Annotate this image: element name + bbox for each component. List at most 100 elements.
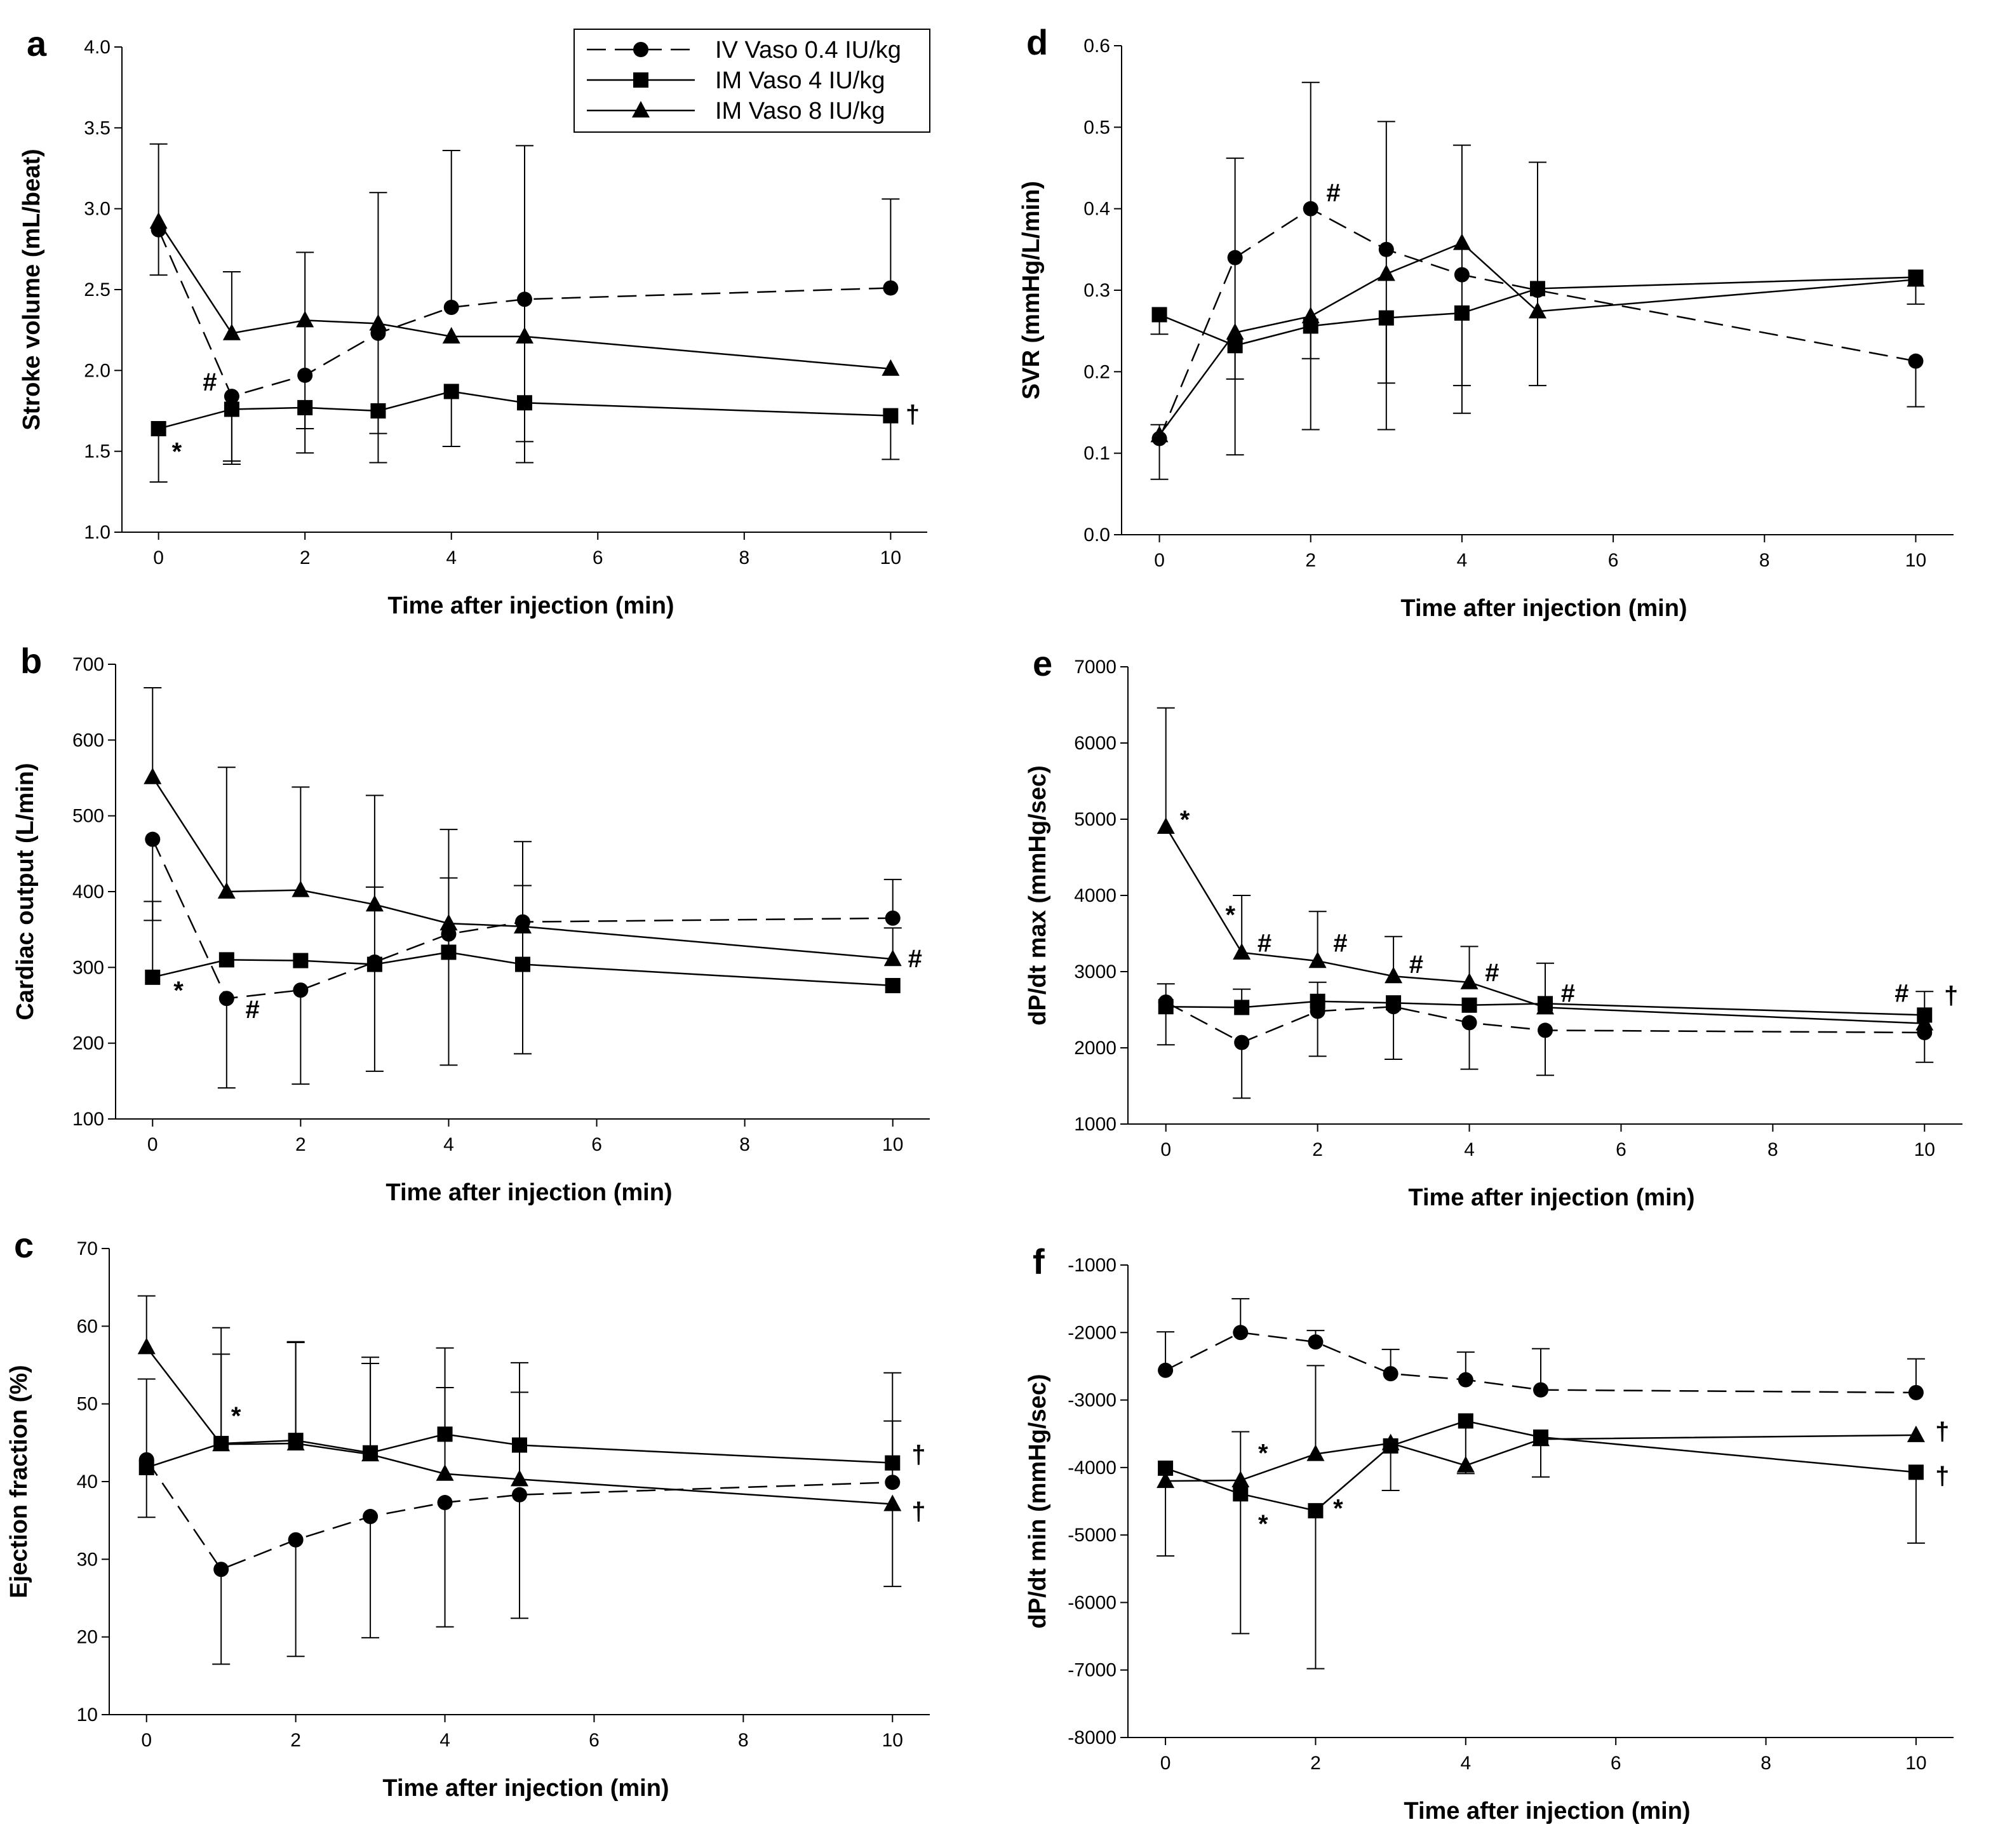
significance-mark: # bbox=[908, 945, 922, 973]
legend-label: IV Vaso 0.4 IU/kg bbox=[715, 37, 901, 64]
x-tick-label: 4 bbox=[1460, 1753, 1471, 1774]
significance-mark: * bbox=[1258, 1439, 1268, 1467]
x-axis-title: Time after injection (min) bbox=[382, 1775, 669, 1802]
x-tick-label: 10 bbox=[1905, 550, 1926, 571]
x-tick-label: 2 bbox=[1312, 1139, 1323, 1160]
data-point bbox=[292, 880, 310, 897]
data-point bbox=[1454, 267, 1470, 283]
y-tick-label: 300 bbox=[72, 957, 104, 978]
y-tick-label: -6000 bbox=[1068, 1592, 1117, 1613]
data-point bbox=[144, 767, 162, 784]
significance-mark: * bbox=[1180, 806, 1190, 834]
data-point bbox=[443, 300, 459, 316]
data-point bbox=[151, 421, 166, 437]
y-tick-label: 2000 bbox=[1074, 1038, 1117, 1059]
data-point bbox=[296, 311, 314, 328]
y-tick-label: -4000 bbox=[1068, 1457, 1117, 1478]
data-point bbox=[1915, 1014, 1934, 1031]
y-tick-label: -1000 bbox=[1068, 1255, 1117, 1276]
data-point bbox=[366, 956, 382, 972]
x-tick-label: 6 bbox=[591, 1134, 602, 1155]
y-tick-label: 200 bbox=[72, 1033, 104, 1054]
data-point bbox=[517, 395, 532, 411]
y-tick-label: 7000 bbox=[1074, 657, 1117, 678]
x-axis-title: Time after injection (min) bbox=[1408, 1184, 1694, 1211]
data-point bbox=[437, 1495, 453, 1511]
data-point bbox=[1532, 1430, 1550, 1447]
data-point bbox=[1150, 425, 1169, 443]
data-point bbox=[1377, 264, 1395, 281]
y-tick-label: 4000 bbox=[1074, 885, 1117, 906]
data-point bbox=[137, 1337, 156, 1355]
data-point bbox=[1381, 1433, 1400, 1450]
data-point bbox=[514, 916, 532, 934]
data-point bbox=[1908, 1464, 1924, 1480]
y-axis-title: Ejection fraction (%) bbox=[6, 1365, 32, 1598]
data-point bbox=[1385, 967, 1403, 984]
x-tick-label: 10 bbox=[882, 1134, 903, 1155]
x-tick-label: 2 bbox=[1305, 550, 1316, 571]
series-triangle bbox=[1157, 1365, 1925, 1489]
y-tick-label: 1000 bbox=[1074, 1114, 1117, 1135]
legend-label: IM Vaso 8 IU/kg bbox=[715, 98, 885, 124]
legend-marker bbox=[633, 42, 648, 57]
data-point bbox=[883, 408, 899, 424]
data-point bbox=[1454, 305, 1470, 321]
series-triangle bbox=[1150, 233, 1925, 443]
data-point bbox=[1386, 995, 1402, 1011]
data-point bbox=[885, 1475, 901, 1490]
legend-label: IM Vaso 4 IU/kg bbox=[715, 67, 885, 94]
x-axis-title: Time after injection (min) bbox=[1400, 595, 1687, 622]
x-tick-label: 8 bbox=[739, 547, 749, 568]
data-point bbox=[138, 1459, 154, 1475]
data-point bbox=[217, 882, 236, 899]
y-tick-label: -8000 bbox=[1068, 1727, 1117, 1748]
x-tick-label: 0 bbox=[1160, 1753, 1171, 1774]
x-axis-title: Time after injection (min) bbox=[386, 1179, 672, 1206]
y-tick-label: 3000 bbox=[1074, 961, 1117, 982]
data-point bbox=[436, 1464, 454, 1481]
data-point bbox=[517, 291, 532, 307]
data-point bbox=[441, 944, 457, 960]
data-point bbox=[1234, 1000, 1250, 1015]
series-square bbox=[144, 877, 901, 1055]
significance-mark: # bbox=[245, 996, 259, 1024]
data-point bbox=[1151, 307, 1167, 323]
data-point bbox=[1907, 270, 1925, 287]
data-point bbox=[1306, 1444, 1325, 1461]
data-point bbox=[885, 977, 901, 993]
panel-letter: c bbox=[14, 1225, 34, 1265]
data-point bbox=[1460, 972, 1479, 989]
chart-panel-d: 0.0 0.1 0.2 0.3 0.4 0.5 0.6 0 2 4 6 8 10 Time after i… bbox=[1018, 22, 1954, 622]
significance-mark: * bbox=[231, 1402, 241, 1430]
significance-mark: * bbox=[1333, 1495, 1343, 1523]
series-square bbox=[1157, 1413, 1925, 1670]
y-tick-label: 6000 bbox=[1074, 733, 1117, 754]
data-point bbox=[365, 895, 384, 912]
y-tick-label: -5000 bbox=[1068, 1525, 1117, 1546]
y-tick-label: 40 bbox=[77, 1471, 98, 1492]
x-tick-label: 2 bbox=[290, 1730, 301, 1751]
y-tick-label: 0.5 bbox=[1083, 117, 1110, 138]
x-tick-label: 4 bbox=[1457, 550, 1468, 571]
y-axis-title: SVR (mmHg/L/min) bbox=[1018, 181, 1045, 399]
significance-mark: * bbox=[1258, 1510, 1268, 1538]
chart-panel-f: -8000 -7000 -6000 -5000 -4000 -3000 -2000 -1000… bbox=[1024, 1242, 1954, 1825]
data-point bbox=[883, 1494, 902, 1511]
y-tick-label: 60 bbox=[77, 1316, 98, 1337]
data-point bbox=[293, 982, 309, 998]
x-tick-label: 10 bbox=[1905, 1753, 1926, 1774]
data-point bbox=[1383, 1366, 1398, 1382]
data-point bbox=[516, 326, 533, 344]
data-point bbox=[149, 212, 168, 229]
data-point bbox=[1536, 998, 1554, 1015]
data-point bbox=[1533, 1382, 1548, 1398]
data-point bbox=[515, 956, 530, 972]
data-point bbox=[213, 1562, 229, 1577]
data-point bbox=[1908, 353, 1924, 369]
y-tick-label: 0.0 bbox=[1083, 525, 1110, 546]
panel-letter: b bbox=[20, 641, 42, 681]
chart-panel-b: 100 200 300 400 500 600 700 0 2 4 6 8 10 Time after i… bbox=[12, 641, 930, 1206]
data-point bbox=[1233, 943, 1251, 960]
data-point bbox=[218, 952, 234, 968]
